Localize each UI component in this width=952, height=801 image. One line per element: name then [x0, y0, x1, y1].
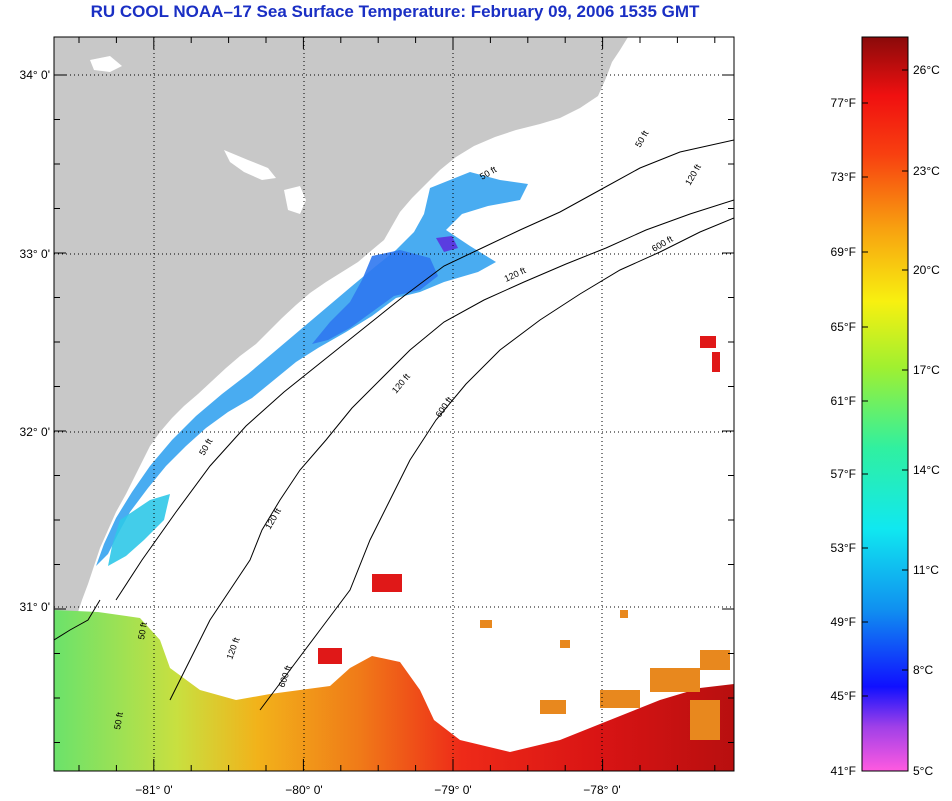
lake: [284, 186, 306, 214]
lat-label-33: 33° 0': [20, 247, 50, 261]
land: [54, 37, 628, 730]
contour-label: 50 ft: [136, 621, 149, 640]
graticule: [54, 37, 734, 771]
sst-speckle-red: [318, 336, 720, 664]
lake: [224, 150, 276, 180]
sst-speckle-warm: [480, 610, 730, 740]
lat-label-31: 31° 0': [20, 600, 50, 614]
sst-violet-patch: [436, 236, 458, 252]
bathymetry-contours: [54, 139, 734, 711]
lake: [90, 56, 122, 72]
lon-label-79: −79° 0': [434, 783, 471, 797]
sst-cold-band-bright: [312, 250, 438, 344]
lat-label-34: 34° 0': [20, 68, 50, 82]
map-frame: [53, 36, 735, 772]
map-title: RU COOL NOAA–17 Sea Surface Temperature:…: [90, 2, 700, 21]
contour-label: 50 ft: [112, 711, 125, 730]
latitude-labels: 34° 0' 33° 0' 32° 0' 31° 0': [20, 68, 50, 614]
lat-label-32: 32° 0': [20, 425, 50, 439]
lon-label-81: −81° 0': [135, 783, 172, 797]
axis-ticks: [54, 37, 734, 771]
longitude-labels: −81° 0' −80° 0' −79° 0' −78° 0': [135, 783, 620, 797]
lon-label-80: −80° 0': [285, 783, 322, 797]
sst-warm-region: [54, 610, 734, 771]
lon-label-78: −78° 0': [583, 783, 620, 797]
sst-cyan-patch: [108, 494, 170, 566]
